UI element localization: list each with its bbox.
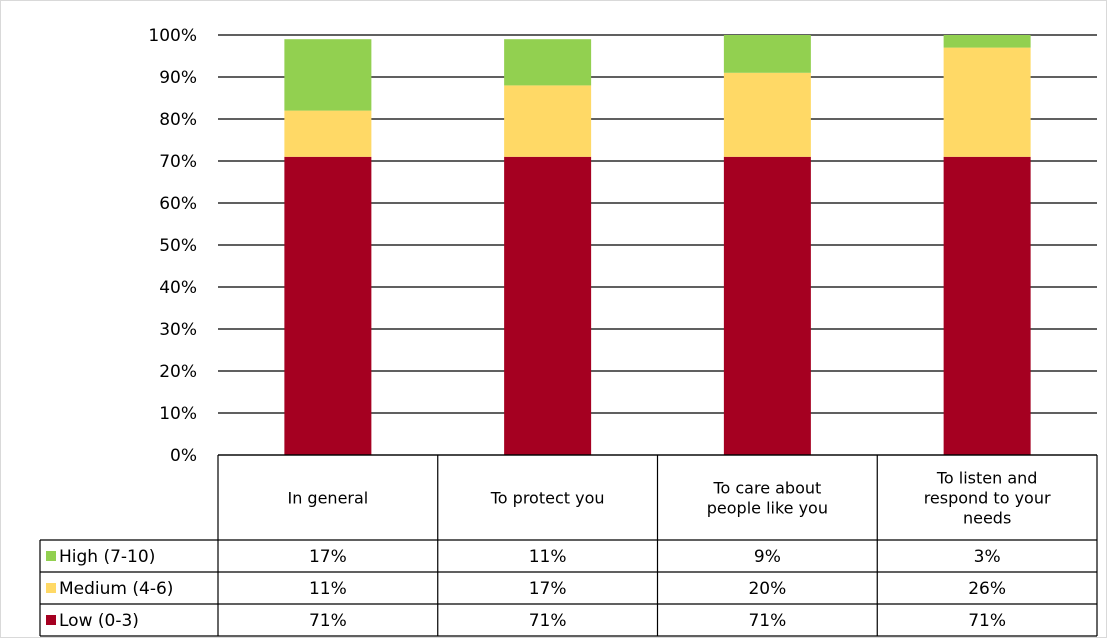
- data-label: 71%: [309, 611, 347, 631]
- y-tick-label: 60%: [159, 194, 197, 214]
- y-tick-label: 90%: [159, 68, 197, 88]
- data-label: 71%: [529, 611, 567, 631]
- bar-segment: [943, 47, 1031, 157]
- data-label: 71%: [748, 611, 786, 631]
- bar-segment: [504, 39, 592, 86]
- legend-label: Medium (4-6): [59, 579, 173, 599]
- legend-swatch: [46, 583, 56, 593]
- bar-segment: [284, 39, 372, 111]
- data-label: 17%: [309, 547, 347, 567]
- y-tick-label: 0%: [170, 446, 197, 466]
- data-label: 11%: [529, 547, 567, 567]
- y-tick-label: 70%: [159, 152, 197, 172]
- y-tick-label: 40%: [159, 278, 197, 298]
- category-label: needs: [963, 509, 1011, 528]
- legend-label: Low (0-3): [59, 611, 139, 631]
- y-tick-label: 30%: [159, 320, 197, 340]
- data-label: 26%: [968, 579, 1006, 599]
- category-label: To listen and: [936, 469, 1038, 488]
- data-label: 17%: [529, 579, 567, 599]
- bar-segment: [504, 85, 592, 157]
- legend-swatch: [46, 551, 56, 561]
- bar-segment: [284, 110, 372, 157]
- data-label: 20%: [748, 579, 786, 599]
- category-label: In general: [287, 489, 368, 508]
- category-label: respond to your: [924, 489, 1051, 508]
- bar-segment: [723, 72, 811, 157]
- y-tick-label: 20%: [159, 362, 197, 382]
- y-tick-label: 50%: [159, 236, 197, 256]
- data-label: 9%: [754, 547, 781, 567]
- y-tick-label: 100%: [148, 26, 197, 46]
- bar-segment: [723, 35, 811, 73]
- category-label: people like you: [707, 499, 828, 518]
- bar-segment: [284, 156, 372, 456]
- data-label: 3%: [974, 547, 1001, 567]
- y-tick-label: 80%: [159, 110, 197, 130]
- bar-segment: [504, 156, 592, 456]
- y-tick-label: 10%: [159, 404, 197, 424]
- data-label: 11%: [309, 579, 347, 599]
- bar-segment: [723, 156, 811, 456]
- category-label: To care about: [712, 479, 821, 498]
- data-label: 71%: [968, 611, 1006, 631]
- bar-segment: [943, 35, 1031, 48]
- bar-segment: [943, 156, 1031, 456]
- category-label: To protect you: [490, 489, 605, 508]
- legend-label: High (7-10): [59, 547, 155, 567]
- legend-swatch: [46, 615, 56, 625]
